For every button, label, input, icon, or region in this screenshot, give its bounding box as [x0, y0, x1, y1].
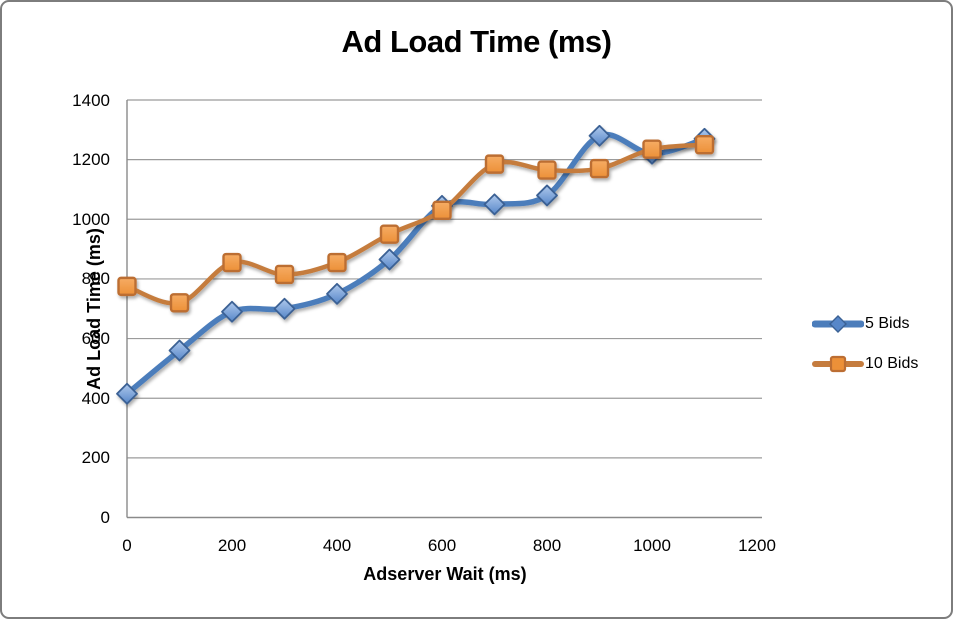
legend: 5 Bids 10 Bids	[812, 305, 918, 383]
series-line	[124, 131, 708, 397]
square-marker-icon	[169, 293, 190, 313]
diamond-marker-icon	[588, 124, 611, 147]
square-marker-icon	[379, 224, 400, 244]
square-marker-icon	[327, 252, 347, 273]
square-marker-icon	[484, 154, 505, 174]
square-marker-icon	[589, 158, 610, 179]
legend-item-5-bids: 5 Bids	[812, 305, 918, 343]
chart-title: Ad Load Time (ms)	[341, 24, 612, 59]
square-marker-icon	[117, 276, 137, 297]
legend-swatch-5-bids-icon	[812, 315, 864, 333]
diamond-marker-icon	[168, 339, 191, 362]
series-5-bids	[116, 124, 716, 405]
square-marker-icon	[642, 139, 662, 159]
diamond-marker-icon	[483, 193, 506, 216]
diamond-marker-icon	[378, 248, 401, 271]
diamond-marker-icon	[116, 382, 138, 405]
series-10-bids	[117, 135, 715, 313]
diamond-marker-icon	[273, 297, 296, 320]
diamond-marker-icon	[221, 300, 243, 323]
series-line	[124, 142, 707, 306]
legend-label: 10 Bids	[865, 355, 919, 372]
diamond-marker-icon	[326, 282, 348, 305]
square-marker-icon	[432, 200, 452, 221]
diamond-marker-icon	[536, 184, 558, 207]
square-marker-icon	[222, 252, 242, 273]
square-marker-icon	[694, 135, 715, 155]
square-marker-icon	[274, 264, 295, 285]
diamond-marker-icon	[829, 315, 847, 333]
y-axis-title: Ad Load Time (ms)	[84, 228, 104, 390]
legend-swatch-10-bids-icon	[812, 355, 864, 373]
x-axis-title: Adserver Wait (ms)	[363, 564, 527, 584]
legend-item-10-bids: 10 Bids	[812, 345, 918, 383]
square-marker-icon	[537, 160, 557, 180]
square-marker-icon	[829, 355, 847, 373]
legend-label: 5 Bids	[865, 315, 910, 332]
